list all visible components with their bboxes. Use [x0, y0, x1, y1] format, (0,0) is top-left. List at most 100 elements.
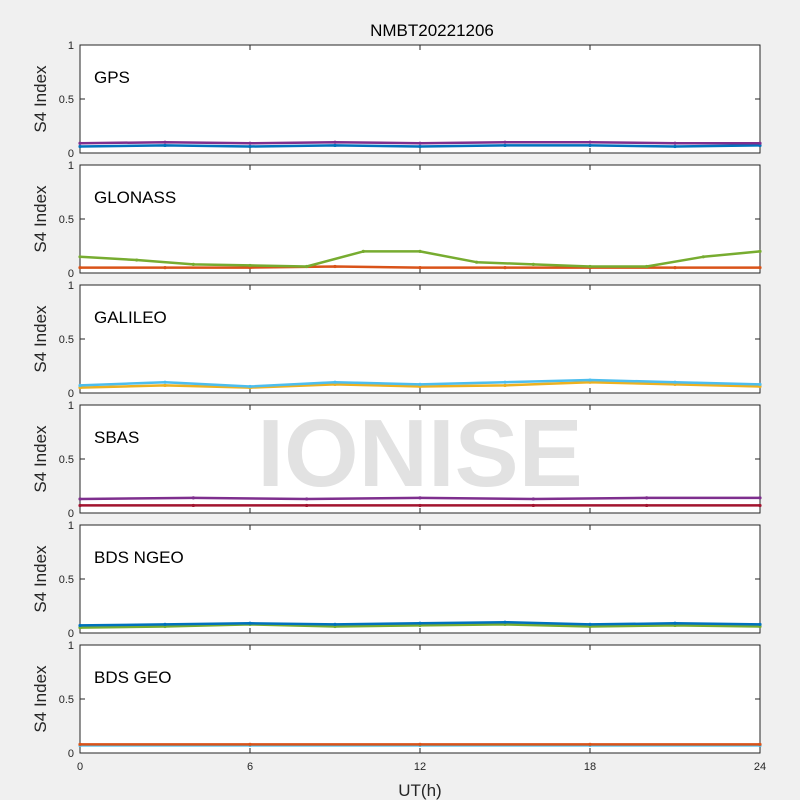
data-point: [191, 262, 195, 266]
data-point: [758, 382, 762, 386]
data-point: [758, 249, 762, 253]
data-point: [418, 503, 422, 508]
data-point: [475, 260, 479, 264]
data-point: [588, 140, 592, 144]
data-point: [78, 255, 82, 259]
x-tick-label: 24: [754, 761, 766, 773]
y-tick-label: 0.5: [59, 334, 74, 346]
data-point: [78, 144, 82, 149]
x-tick-label: 6: [247, 761, 253, 773]
data-point: [333, 140, 337, 144]
data-point: [191, 496, 195, 500]
data-point: [758, 742, 762, 746]
y-tick-label: 1: [68, 160, 74, 172]
y-tick-label: 0.5: [59, 694, 74, 706]
data-point: [758, 266, 762, 270]
panel-label: GLONASS: [94, 188, 176, 207]
data-point: [78, 497, 82, 501]
data-point: [588, 264, 592, 269]
data-point: [163, 383, 167, 388]
data-point: [333, 380, 337, 384]
data-point: [503, 620, 507, 624]
data-point: [588, 622, 592, 626]
panel-label: GPS: [94, 68, 130, 87]
data-point: [531, 503, 535, 508]
y-tick-label: 1: [68, 640, 74, 652]
data-point: [418, 141, 422, 145]
data-point: [163, 380, 167, 384]
panel-glonass: 0 0.5 1 S4 Index GLONASS: [31, 160, 762, 280]
data-point: [361, 249, 365, 253]
y-axis-label: S4 Index: [31, 425, 50, 493]
data-point: [78, 266, 82, 270]
panel-label: GALILEO: [94, 308, 167, 327]
y-axis-label: S4 Index: [31, 65, 50, 133]
data-point: [418, 249, 422, 253]
data-point: [645, 496, 649, 500]
data-point: [305, 497, 309, 501]
data-point: [78, 141, 82, 145]
data-point: [418, 621, 422, 625]
data-point: [191, 503, 195, 508]
y-tick-label: 0.5: [59, 574, 74, 586]
data-point: [248, 384, 252, 389]
plot-area: [79, 644, 761, 754]
data-point: [588, 143, 592, 148]
panel-label: BDS NGEO: [94, 548, 184, 567]
y-tick-label: 0: [68, 148, 74, 160]
y-tick-label: 0: [68, 508, 74, 520]
y-tick-label: 1: [68, 400, 74, 412]
data-point: [333, 264, 337, 269]
data-point: [418, 144, 422, 149]
panel-bds-ngeo: 0 0.5 1 S4 Index BDS NGEO: [31, 520, 762, 640]
panel-sbas: 0 0.5 1 S4 Index SBAS: [31, 400, 762, 520]
data-point: [305, 264, 309, 269]
data-point: [531, 497, 535, 501]
watermark: IONISE: [257, 400, 582, 507]
data-point: [673, 141, 677, 145]
data-point: [588, 378, 592, 382]
data-point: [78, 623, 82, 628]
data-point: [78, 383, 82, 388]
chart-title: NMBT20221206: [370, 21, 494, 40]
y-tick-label: 0.5: [59, 94, 74, 106]
panel-bds-geo: 0 0.5 1 S4 Index BDS GEO: [31, 640, 762, 760]
data-point: [645, 264, 649, 269]
data-point: [588, 742, 592, 746]
data-point: [418, 382, 422, 386]
x-tick-label: 0: [77, 761, 83, 773]
y-tick-label: 1: [68, 280, 74, 292]
y-tick-label: 0: [68, 388, 74, 400]
data-point: [503, 380, 507, 384]
data-point: [248, 263, 252, 268]
data-point: [503, 383, 507, 388]
x-tick-label: 18: [584, 761, 596, 773]
data-point: [758, 503, 762, 508]
plot-area: [79, 164, 761, 274]
data-point: [135, 258, 139, 262]
x-axis-label: UT(h): [398, 781, 441, 800]
data-point: [333, 622, 337, 626]
data-point: [673, 380, 677, 384]
data-point: [503, 140, 507, 144]
data-point: [163, 140, 167, 144]
data-point: [418, 496, 422, 500]
y-tick-label: 0: [68, 268, 74, 280]
plot-area: [79, 44, 761, 154]
y-tick-label: 0.5: [59, 214, 74, 226]
data-point: [503, 143, 507, 148]
data-point: [673, 266, 677, 270]
data-point: [163, 266, 167, 270]
panels-group: 0 0.5 1 S4 Index GPS 0 0.5 1 S4 Index GLONASS 0 0.5…: [31, 40, 766, 773]
data-point: [673, 621, 677, 625]
data-point: [248, 144, 252, 149]
panel-label: BDS GEO: [94, 668, 171, 687]
data-point: [305, 503, 309, 508]
data-point: [333, 143, 337, 148]
data-point: [248, 621, 252, 625]
y-tick-label: 0: [68, 628, 74, 640]
data-point: [503, 266, 507, 270]
y-tick-label: 1: [68, 40, 74, 52]
y-axis-label: S4 Index: [31, 545, 50, 613]
